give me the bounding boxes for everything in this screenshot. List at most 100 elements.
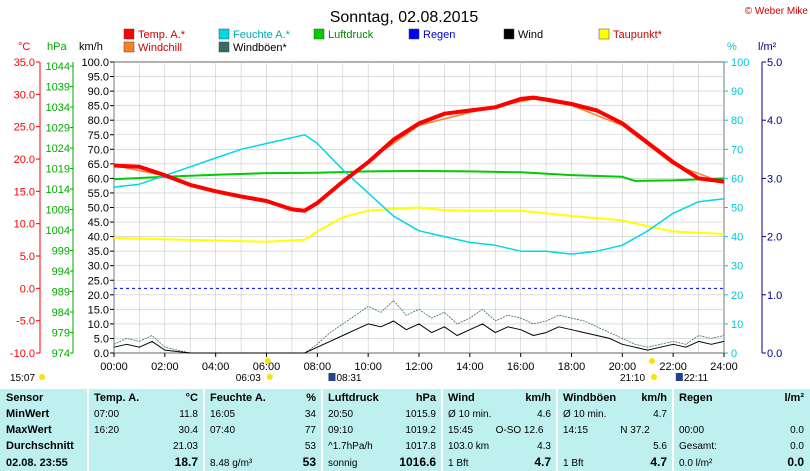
wind-tick-label: 55.0 xyxy=(88,188,109,200)
table-header-unit: °C xyxy=(186,392,198,404)
series xyxy=(113,95,725,354)
series-line-feuchtea xyxy=(113,134,725,255)
sun-marker-icon xyxy=(264,358,271,364)
unit-wind: km/h xyxy=(79,41,103,53)
wind-tick-label: 45.0 xyxy=(88,217,109,229)
table-header-unit: km/h xyxy=(641,392,667,404)
wind-tick-label: 5.0 xyxy=(94,333,109,345)
wind-tick-label: 60.0 xyxy=(88,173,109,185)
table-cell-left: 07:00 xyxy=(94,409,119,420)
x-tick-label: 24:00 xyxy=(710,361,738,373)
unit-labels: °C hPa km/h % l/m² xyxy=(18,41,777,53)
sun-icon xyxy=(650,374,657,380)
temp-tick-label: 10.0 xyxy=(14,219,35,231)
table-header: Luftdruck xyxy=(328,392,380,404)
wind-tick-label: 40.0 xyxy=(88,232,109,244)
legend-swatch xyxy=(598,28,610,40)
temp-tick-label: -5.0 xyxy=(16,316,35,328)
table-cell-left: 0.0 l/m² xyxy=(679,458,713,469)
legend-swatch xyxy=(313,28,325,40)
pressure-tick-label: 1024 xyxy=(46,143,70,155)
wind-tick-label: 100.0 xyxy=(81,57,109,69)
stats-table: Sensor Temp. A. °C Feuchte A.% Luftdruck hPa W… xyxy=(0,389,810,471)
temp-tick-label: 5.0 xyxy=(20,251,35,263)
table-cell-left: Ø 10 min. xyxy=(448,409,491,420)
table-cell-left: Ø 10 min. xyxy=(563,409,606,420)
legend-label: Temp. A.* xyxy=(138,29,186,41)
table-cell-value: 1016.6 xyxy=(399,455,436,469)
wind-tick-label: 65.0 xyxy=(88,159,109,171)
table-cell-left: 16:20 xyxy=(94,425,119,436)
table-header-unit: l/m² xyxy=(784,392,804,404)
table-cell-left: 20:50 xyxy=(328,409,353,420)
legend-swatch xyxy=(123,41,135,53)
pressure-tick-label: 1034 xyxy=(46,102,70,114)
marker-time-sunset: 21:10 xyxy=(620,373,645,384)
sun-marker-icon xyxy=(648,358,655,364)
rain-tick-label: 3.0 xyxy=(767,173,782,185)
table-header-unit: % xyxy=(306,392,316,404)
wind-tick-label: 35.0 xyxy=(88,246,109,258)
table-cell-middle: N 37.2 xyxy=(620,425,650,436)
table-cell-value: 4.7 xyxy=(534,455,551,469)
table-cell-value: 4.7 xyxy=(650,455,667,469)
table-header: Feuchte A. xyxy=(210,392,266,404)
unit-rain: l/m² xyxy=(758,41,777,53)
weather-chart: Sonntag, 02.08.2015 © Weber Mike Temp. A… xyxy=(9,6,809,384)
humidity-tick-label: 90 xyxy=(731,86,743,98)
humidity-tick-label: 70 xyxy=(731,144,743,156)
table-cell-value: 34 xyxy=(305,409,317,420)
series-line-luftdruck xyxy=(113,170,725,182)
x-tick-label: 18:00 xyxy=(558,361,586,373)
table-cell-left: 09:10 xyxy=(328,425,353,436)
table-cell-left: Gesamt: xyxy=(679,441,717,452)
unit-temp: °C xyxy=(18,41,30,53)
table-cell-left: 14:15 xyxy=(563,425,588,436)
legend-label: Windchill xyxy=(138,42,182,54)
x-tick-label: 16:00 xyxy=(507,361,535,373)
legend-swatch xyxy=(408,28,420,40)
table-cell-value: 1019.2 xyxy=(405,425,436,436)
table-cell-left: sonnig xyxy=(328,458,357,469)
table-cell-value: 21.03 xyxy=(173,441,198,452)
table-cell-left: ^1.7hPa/h xyxy=(328,441,373,452)
table-header: Windböen xyxy=(563,392,616,404)
series-line-wind xyxy=(113,320,725,354)
table-header: Regen xyxy=(679,392,713,404)
wind-tick-label: 10.0 xyxy=(88,319,109,331)
x-tick-label: 22:00 xyxy=(659,361,687,373)
table-cell-value: 30.4 xyxy=(179,425,199,436)
table-cell-value: 0.0 xyxy=(790,441,804,452)
moon-icon xyxy=(675,373,683,381)
marker-time-moonrise: 22:11 xyxy=(684,373,709,384)
wind-tick-label: 30.0 xyxy=(88,261,109,273)
table-cell-left: 07:40 xyxy=(210,425,235,436)
table-cell-value: 5.6 xyxy=(653,441,667,452)
marker-time-sunrise: 06:03 xyxy=(236,373,261,384)
temp-tick-label: 20.0 xyxy=(14,154,35,166)
legend-label: Feuchte A.* xyxy=(233,29,291,41)
humidity-tick-label: 30 xyxy=(731,261,743,273)
table-cell-left: 103.0 km xyxy=(448,441,489,452)
table-row-label: MaxWert xyxy=(6,424,52,436)
table-cell-left: 1 Bft xyxy=(563,458,584,469)
table-cell-value: 0.0 xyxy=(787,455,804,469)
rain-tick-label: 5.0 xyxy=(767,57,782,69)
table-row-label: MinWert xyxy=(6,408,50,420)
humidity-tick-label: 60 xyxy=(731,173,743,185)
pressure-tick-label: 989 xyxy=(52,287,70,299)
table-header: Wind xyxy=(448,392,475,404)
legend-label: Taupunkt* xyxy=(613,29,663,41)
wind-tick-label: 95.0 xyxy=(88,72,109,84)
pressure-tick-label: 1019 xyxy=(46,164,70,176)
legend-label: Windböen* xyxy=(233,42,288,54)
wind-tick-label: 80.0 xyxy=(88,115,109,127)
pressure-tick-label: 1009 xyxy=(46,205,70,217)
x-tick-label: 10:00 xyxy=(354,361,382,373)
chart-title: Sonntag, 02.08.2015 xyxy=(330,9,479,26)
rain-tick-label: 2.0 xyxy=(767,232,782,244)
x-tick-label: 02:00 xyxy=(151,361,179,373)
wind-tick-label: 20.0 xyxy=(88,290,109,302)
pressure-tick-label: 1004 xyxy=(46,225,70,237)
table-cell-value: 0.0 xyxy=(790,425,804,436)
